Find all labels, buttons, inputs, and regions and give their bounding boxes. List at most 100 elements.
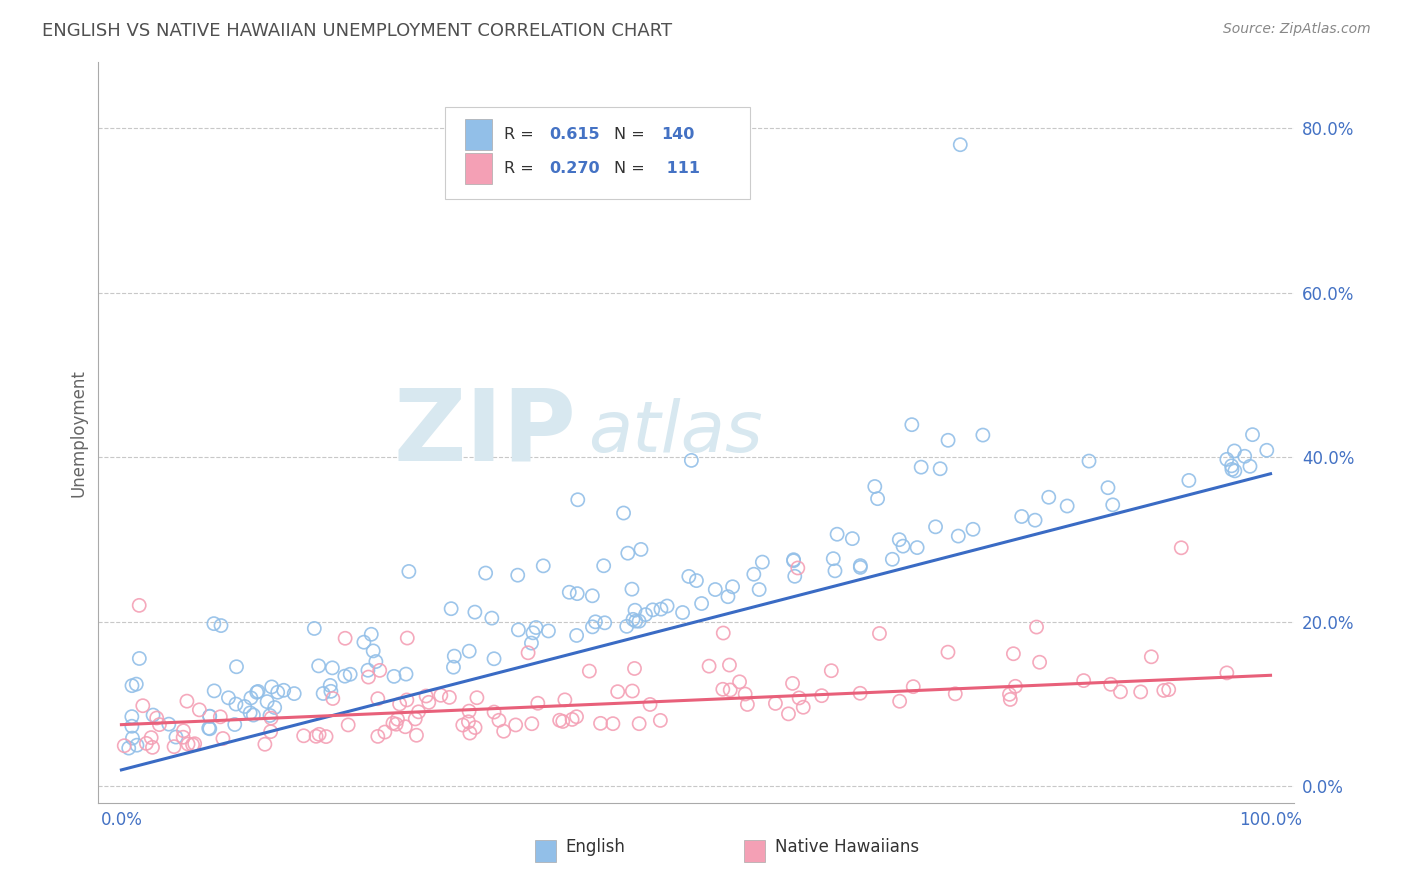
- Point: [259, 724, 281, 739]
- Point: [430, 688, 453, 702]
- Text: 0.270: 0.270: [548, 161, 599, 176]
- Text: 111: 111: [661, 161, 700, 176]
- Point: [458, 726, 481, 740]
- Point: [481, 611, 503, 625]
- Point: [368, 664, 391, 678]
- Point: [1233, 450, 1256, 464]
- Point: [1000, 692, 1022, 706]
- Point: [121, 731, 143, 745]
- Point: [565, 710, 588, 724]
- Point: [522, 625, 544, 640]
- Point: [548, 713, 571, 727]
- Point: [1097, 481, 1119, 495]
- Point: [1078, 454, 1101, 468]
- Point: [385, 717, 408, 731]
- Point: [132, 698, 155, 713]
- Point: [593, 615, 616, 630]
- Point: [333, 632, 356, 646]
- Point: [198, 722, 221, 736]
- Point: [704, 582, 727, 597]
- Point: [1178, 474, 1201, 488]
- Point: [889, 694, 911, 708]
- Point: [360, 627, 382, 641]
- Text: ZIP: ZIP: [394, 384, 576, 481]
- Point: [551, 714, 574, 729]
- Point: [905, 541, 928, 555]
- Point: [1028, 655, 1050, 669]
- Point: [612, 506, 634, 520]
- Point: [1073, 673, 1095, 688]
- Point: [565, 628, 588, 642]
- Point: [583, 615, 606, 629]
- Point: [1025, 620, 1047, 634]
- Point: [624, 614, 647, 628]
- Point: [711, 626, 734, 640]
- Point: [1129, 685, 1152, 699]
- Text: N =: N =: [613, 161, 650, 176]
- Point: [308, 727, 330, 741]
- Point: [671, 606, 693, 620]
- Point: [145, 711, 167, 725]
- Point: [482, 652, 505, 666]
- Point: [517, 646, 540, 660]
- Point: [260, 711, 283, 725]
- Point: [721, 580, 744, 594]
- Point: [387, 712, 409, 726]
- Point: [239, 706, 262, 720]
- Point: [520, 716, 543, 731]
- Point: [782, 554, 804, 568]
- Point: [616, 619, 638, 633]
- Point: [308, 659, 330, 673]
- Point: [628, 614, 651, 628]
- Point: [581, 589, 603, 603]
- Point: [825, 527, 848, 541]
- Point: [863, 479, 886, 493]
- Point: [650, 714, 672, 728]
- Point: [121, 709, 143, 723]
- Point: [394, 720, 416, 734]
- Point: [621, 612, 644, 626]
- Point: [464, 721, 486, 735]
- Point: [882, 552, 904, 566]
- Point: [678, 569, 700, 583]
- Point: [823, 551, 845, 566]
- Point: [810, 689, 832, 703]
- Point: [209, 618, 232, 632]
- Point: [527, 696, 550, 710]
- Point: [1099, 677, 1122, 691]
- Point: [121, 679, 143, 693]
- Point: [718, 658, 741, 673]
- Bar: [465, 119, 492, 150]
- Point: [524, 620, 547, 634]
- Point: [321, 661, 343, 675]
- Point: [685, 574, 707, 588]
- Point: [353, 635, 375, 649]
- Point: [415, 689, 437, 703]
- Point: [198, 709, 221, 723]
- Point: [849, 686, 872, 700]
- Point: [319, 678, 342, 692]
- Bar: [744, 840, 765, 862]
- Point: [141, 740, 163, 755]
- Point: [202, 616, 225, 631]
- Point: [357, 663, 380, 677]
- Point: [1004, 679, 1026, 693]
- Point: [903, 680, 925, 694]
- Point: [172, 730, 194, 744]
- Point: [778, 706, 800, 721]
- Text: Native Hawaiians: Native Hawaiians: [775, 838, 920, 856]
- Point: [655, 599, 678, 613]
- Point: [395, 667, 418, 681]
- Point: [628, 716, 651, 731]
- Point: [634, 607, 657, 622]
- Point: [638, 698, 661, 712]
- Point: [181, 738, 204, 752]
- Point: [382, 669, 405, 683]
- Text: 140: 140: [661, 127, 695, 142]
- Point: [972, 428, 994, 442]
- Point: [936, 434, 959, 448]
- Point: [943, 687, 966, 701]
- Point: [624, 603, 647, 617]
- Point: [322, 691, 344, 706]
- Point: [1220, 458, 1243, 473]
